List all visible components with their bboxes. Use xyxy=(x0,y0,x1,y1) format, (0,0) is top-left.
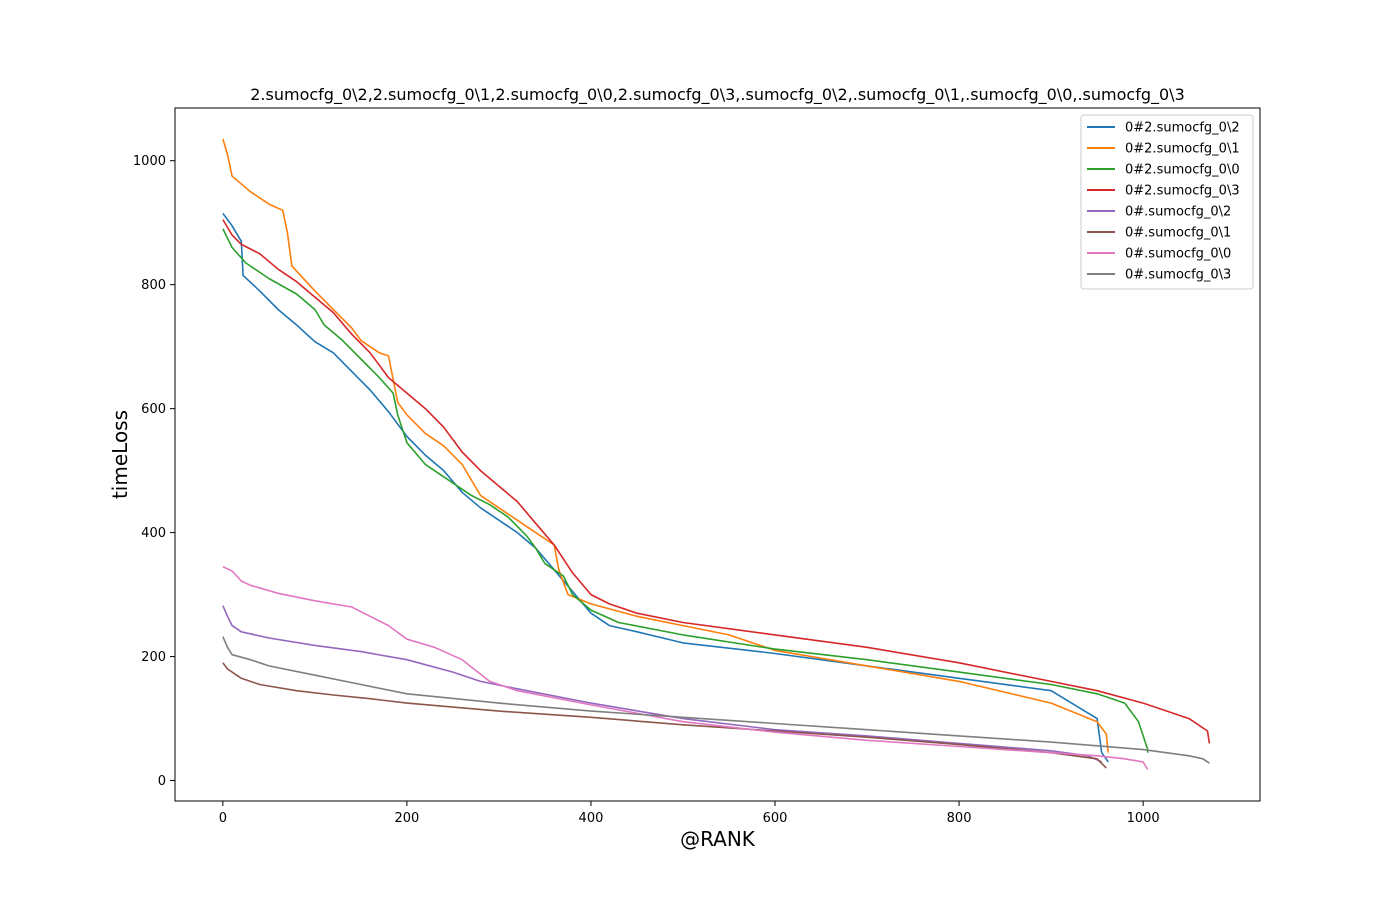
y-tick-label: 1000 xyxy=(133,154,166,169)
legend-label: 0#.sumocfg_0\1 xyxy=(1125,226,1231,241)
legend-box xyxy=(1080,114,1254,290)
x-axis-label: @RANK xyxy=(680,827,756,851)
line-layer xyxy=(222,138,1211,770)
x-tick-label: 600 xyxy=(763,811,788,826)
series-line-8 xyxy=(222,636,1210,764)
legend-label: 0#2.sumocfg_0\1 xyxy=(1125,142,1240,157)
x-axis-ticks: 0 200 400 600 800 1000 xyxy=(219,801,1160,826)
legend-label: 0#.sumocfg_0\2 xyxy=(1125,205,1231,220)
legend-label: 0#.sumocfg_0\3 xyxy=(1125,268,1231,283)
y-tick-label: 0 xyxy=(158,774,166,789)
plot-area-frame xyxy=(174,107,1261,802)
series-line-1 xyxy=(222,212,1109,763)
legend: 0#2.sumocfg_0\2 0#2.sumocfg_0\1 0#2.sumocf… xyxy=(1080,114,1254,290)
series-line-3 xyxy=(222,228,1149,753)
x-tick-label: 200 xyxy=(394,811,419,826)
series-line-5 xyxy=(222,605,1103,763)
series-line-2 xyxy=(222,138,1109,753)
x-tick-label: 400 xyxy=(579,811,604,826)
y-tick-label: 800 xyxy=(141,278,166,293)
x-tick-label: 0 xyxy=(219,811,227,826)
x-tick-label: 800 xyxy=(947,811,972,826)
series-line-6 xyxy=(222,662,1107,769)
y-tick-label: 400 xyxy=(141,526,166,541)
chart-title: 2.sumocfg_0\2,2.sumocfg_0\1,2.sumocfg_0\… xyxy=(250,85,1185,105)
legend-label: 0#2.sumocfg_0\3 xyxy=(1125,184,1240,199)
series-line-7 xyxy=(222,565,1149,770)
legend-label: 0#2.sumocfg_0\2 xyxy=(1125,121,1240,136)
y-axis-label: timeLoss xyxy=(108,410,132,499)
y-axis-ticks: 0 200 400 600 800 1000 xyxy=(133,154,175,789)
y-tick-label: 600 xyxy=(141,402,166,417)
x-tick-label: 1000 xyxy=(1127,811,1160,826)
legend-label: 0#2.sumocfg_0\0 xyxy=(1125,163,1240,178)
series-line-4 xyxy=(222,219,1211,744)
legend-label: 0#.sumocfg_0\0 xyxy=(1125,247,1231,262)
y-tick-label: 200 xyxy=(141,650,166,665)
